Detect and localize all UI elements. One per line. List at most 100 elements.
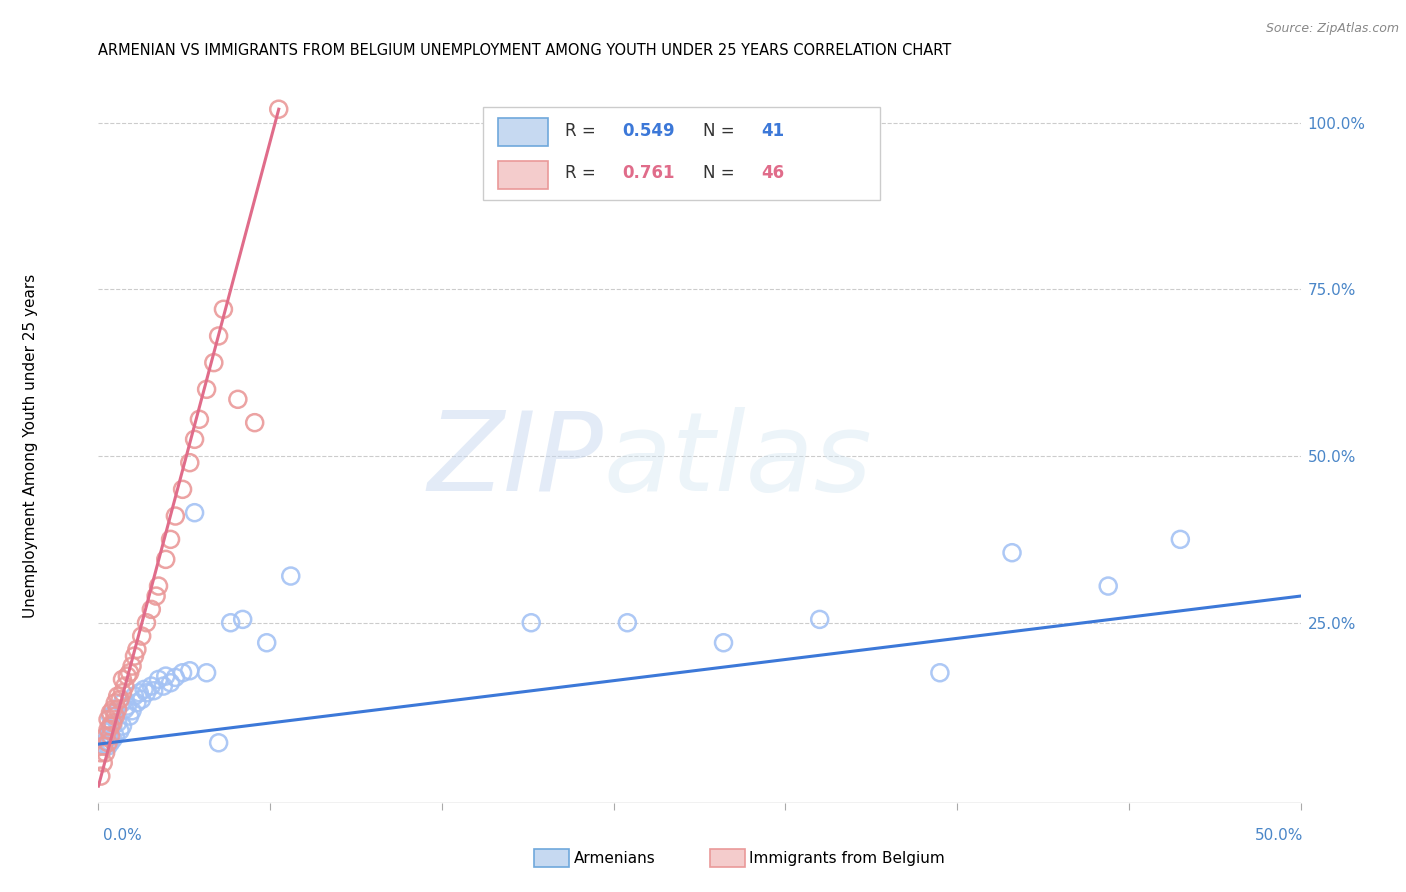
Point bbox=[256, 636, 278, 650]
Point bbox=[1001, 546, 1024, 560]
Text: N =: N = bbox=[703, 121, 740, 139]
Text: 46: 46 bbox=[761, 164, 785, 182]
Point bbox=[808, 612, 831, 626]
Point bbox=[183, 506, 205, 520]
Point bbox=[188, 412, 211, 426]
FancyBboxPatch shape bbox=[484, 107, 880, 200]
Point bbox=[101, 702, 124, 716]
Point bbox=[107, 689, 129, 703]
Point bbox=[94, 729, 117, 743]
Point bbox=[135, 615, 157, 630]
Point bbox=[208, 736, 231, 750]
Point bbox=[118, 665, 141, 680]
Point bbox=[111, 696, 134, 710]
Point bbox=[100, 736, 122, 750]
Point bbox=[94, 734, 117, 748]
Text: R =: R = bbox=[565, 164, 600, 182]
Point bbox=[104, 729, 127, 743]
Point bbox=[90, 746, 112, 760]
Point bbox=[100, 729, 122, 743]
Point bbox=[165, 670, 187, 684]
Point bbox=[232, 612, 254, 626]
Point bbox=[142, 683, 165, 698]
Point bbox=[520, 615, 543, 630]
Point bbox=[141, 602, 163, 616]
Text: Immigrants from Belgium: Immigrants from Belgium bbox=[749, 851, 945, 865]
Point bbox=[125, 642, 148, 657]
Text: ARMENIAN VS IMMIGRANTS FROM BELGIUM UNEMPLOYMENT AMONG YOUTH UNDER 25 YEARS CORR: ARMENIAN VS IMMIGRANTS FROM BELGIUM UNEM… bbox=[98, 43, 952, 58]
Point bbox=[128, 686, 150, 700]
Point bbox=[114, 679, 136, 693]
Point bbox=[97, 723, 120, 737]
Point bbox=[928, 665, 950, 680]
Point bbox=[152, 679, 174, 693]
Point bbox=[104, 696, 127, 710]
Text: 0.761: 0.761 bbox=[623, 164, 675, 182]
Text: atlas: atlas bbox=[603, 407, 872, 514]
Point bbox=[155, 669, 177, 683]
Point bbox=[148, 673, 170, 687]
Point bbox=[107, 715, 129, 730]
Point bbox=[97, 736, 120, 750]
Point bbox=[226, 392, 249, 407]
Point bbox=[91, 739, 114, 753]
Point bbox=[100, 706, 122, 720]
Point bbox=[195, 665, 218, 680]
Point bbox=[91, 737, 114, 751]
Point bbox=[202, 356, 225, 370]
Point bbox=[97, 739, 120, 753]
Point bbox=[117, 669, 139, 683]
Point bbox=[111, 719, 134, 733]
Point bbox=[111, 686, 134, 700]
Point bbox=[121, 659, 143, 673]
Point bbox=[100, 723, 122, 737]
Point bbox=[159, 675, 181, 690]
Point bbox=[243, 416, 266, 430]
Point bbox=[114, 702, 136, 716]
FancyBboxPatch shape bbox=[498, 118, 548, 146]
Point bbox=[117, 699, 139, 714]
Text: 50.0%: 50.0% bbox=[1256, 829, 1303, 843]
Point bbox=[219, 615, 242, 630]
Point bbox=[1097, 579, 1119, 593]
Point bbox=[101, 732, 124, 747]
Point bbox=[101, 719, 124, 733]
Point bbox=[118, 709, 141, 723]
Text: ZIP: ZIP bbox=[427, 407, 603, 514]
Point bbox=[131, 692, 153, 706]
Point bbox=[183, 433, 205, 447]
Point bbox=[111, 673, 134, 687]
Point bbox=[208, 329, 231, 343]
Point bbox=[124, 649, 146, 664]
Text: Source: ZipAtlas.com: Source: ZipAtlas.com bbox=[1265, 22, 1399, 36]
Point bbox=[1170, 533, 1192, 547]
Text: 0.549: 0.549 bbox=[623, 121, 675, 139]
Point bbox=[131, 629, 153, 643]
Point bbox=[713, 636, 735, 650]
Point bbox=[97, 713, 120, 727]
Point bbox=[104, 709, 127, 723]
Point bbox=[135, 686, 157, 700]
Point bbox=[179, 456, 201, 470]
Point bbox=[121, 704, 143, 718]
Point bbox=[91, 756, 114, 770]
Point bbox=[141, 679, 163, 693]
Point bbox=[100, 719, 122, 733]
Point bbox=[97, 729, 120, 743]
Point bbox=[195, 382, 218, 396]
Point bbox=[108, 692, 131, 706]
Point bbox=[107, 702, 129, 716]
Point bbox=[90, 769, 112, 783]
Point bbox=[267, 102, 290, 116]
Point bbox=[124, 689, 146, 703]
Text: Unemployment Among Youth under 25 years: Unemployment Among Youth under 25 years bbox=[24, 274, 38, 618]
Text: R =: R = bbox=[565, 121, 600, 139]
Text: 0.0%: 0.0% bbox=[103, 829, 142, 843]
Point bbox=[179, 664, 201, 678]
Point bbox=[172, 483, 194, 497]
Text: N =: N = bbox=[703, 164, 740, 182]
Point bbox=[155, 552, 177, 566]
Point bbox=[132, 682, 155, 697]
Point bbox=[125, 696, 148, 710]
Point bbox=[101, 715, 124, 730]
